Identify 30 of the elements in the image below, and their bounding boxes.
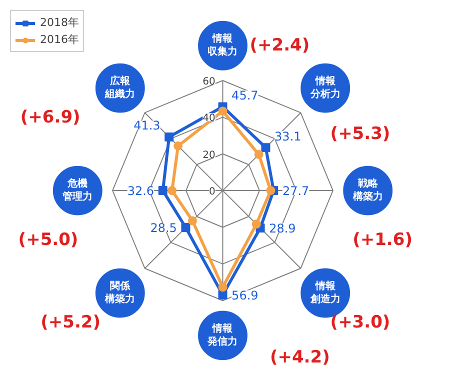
y-tick-label: 0 xyxy=(209,186,216,198)
spoke-label: 情報発信力 xyxy=(206,322,238,348)
spoke-label: 戦略構築力 xyxy=(352,177,383,203)
text: (+5.2) xyxy=(40,312,101,332)
y-tick-label: 40 xyxy=(202,113,216,124)
y-tick-label: 60 xyxy=(202,76,216,88)
text: (+1.6) xyxy=(352,230,412,250)
legend-label: 2016年 xyxy=(40,32,79,47)
y-tick-label: 20 xyxy=(202,150,216,161)
text: (+6.9) xyxy=(20,107,80,128)
spoke-label: 情報分析力 xyxy=(309,74,340,100)
spoke-label: 危機管理力 xyxy=(62,177,93,203)
data-label: 27.7 xyxy=(282,184,310,198)
text: (+5.0) xyxy=(18,230,78,250)
text: (+5.3) xyxy=(330,124,390,144)
data-label: 28.9 xyxy=(269,222,296,236)
data-label: 45.7 xyxy=(232,88,258,102)
spoke-label: 情報収集力 xyxy=(208,32,238,58)
data-label: 32.6 xyxy=(127,184,154,198)
text: (+4.2) xyxy=(270,347,330,368)
data-label: 33.1 xyxy=(274,129,302,144)
text: (+3.0) xyxy=(330,312,390,332)
data-label: 28.5 xyxy=(150,221,177,236)
spoke-label: 広報組織力 xyxy=(104,74,136,100)
spoke-label: 情報創造力 xyxy=(309,280,340,306)
legend-label: 2018年 xyxy=(40,15,79,30)
data-label: 56.9 xyxy=(232,288,258,302)
spoke-label: 関係構築力 xyxy=(104,280,136,306)
data-label: 41.3 xyxy=(134,118,160,133)
text: (+2.4) xyxy=(250,36,310,56)
